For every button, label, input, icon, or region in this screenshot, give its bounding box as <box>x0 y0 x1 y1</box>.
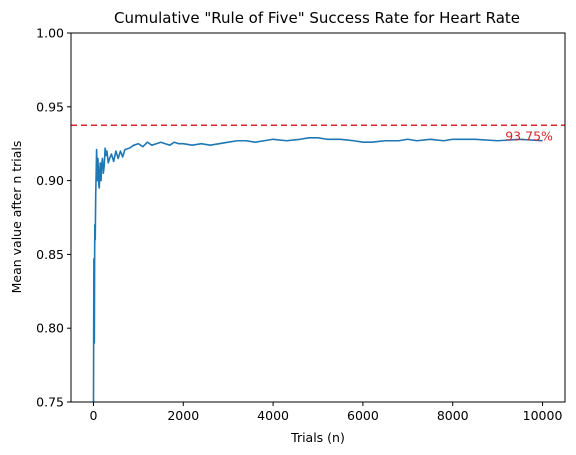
series-line <box>92 137 543 402</box>
x-tick-label: 6000 <box>347 408 379 423</box>
y-tick-label: 0.90 <box>36 173 64 188</box>
x-axis-label: Trials (n) <box>290 430 345 445</box>
x-tick-label: 2000 <box>167 408 199 423</box>
x-tick-label: 10000 <box>523 408 563 423</box>
x-tick-label: 4000 <box>257 408 289 423</box>
y-tick-label: 0.80 <box>36 321 64 336</box>
y-tick-label: 1.00 <box>36 26 64 41</box>
y-axis-label: Mean value after n trials <box>9 141 24 294</box>
x-axis: 0 2000 4000 6000 8000 10000 <box>89 402 562 423</box>
x-tick-label: 0 <box>89 408 97 423</box>
reference-label: 93.75% <box>505 128 553 143</box>
plot-frame <box>70 32 566 403</box>
y-tick-label: 0.75 <box>36 395 64 410</box>
plot-area <box>71 124 565 402</box>
y-tick-label: 0.85 <box>36 247 64 262</box>
x-tick-label: 8000 <box>437 408 469 423</box>
y-axis: 0.75 0.80 0.85 0.90 0.95 1.00 <box>36 26 71 410</box>
y-tick-label: 0.95 <box>36 99 64 114</box>
chart-title: Cumulative "Rule of Five" Success Rate f… <box>114 9 520 27</box>
